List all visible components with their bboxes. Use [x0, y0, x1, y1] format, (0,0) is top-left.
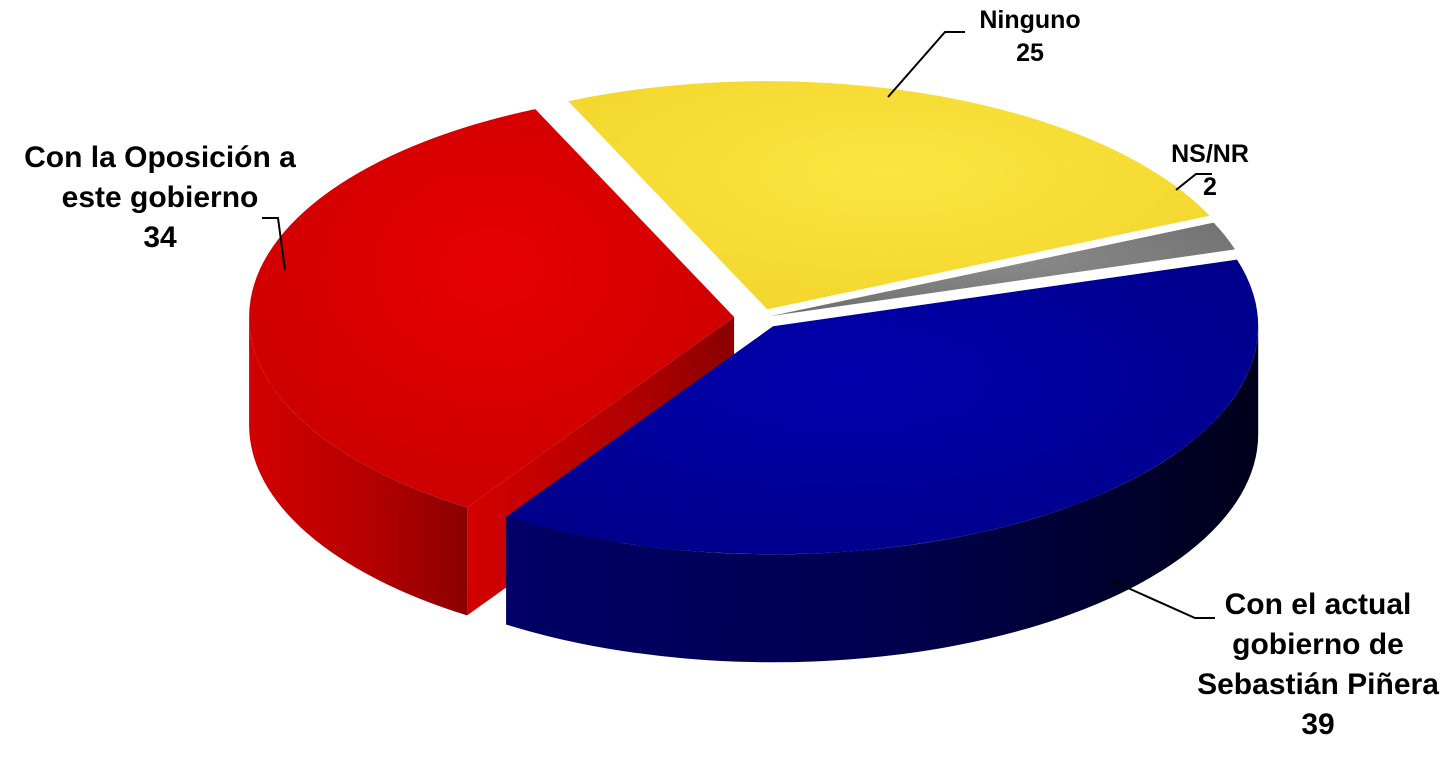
slice-label-oposicion-line-1: Con la Oposición a	[24, 141, 296, 174]
slice-value-ninguno: 25	[1016, 39, 1044, 67]
leader-ninguno	[887, 31, 965, 98]
slice-value-gobierno: 39	[1301, 708, 1335, 741]
slice-label-gobierno-line-3: Sebastián Piñera	[1197, 668, 1439, 701]
data-label-gobierno: Con el actual gobierno de Sebastián Piñe…	[1180, 585, 1456, 745]
leader-gobierno	[1109, 579, 1215, 619]
slice-label-gobierno-line-2: gobierno de	[1232, 628, 1404, 661]
data-label-nsnr: NS/NR 2	[1150, 138, 1270, 204]
data-label-oposicion: Con la Oposición a este gobierno 34	[0, 138, 320, 258]
slice-label-gobierno-line-1: Con el actual	[1224, 588, 1412, 621]
leader-nsnr	[1175, 173, 1212, 191]
slice-side-oposicion	[249, 317, 468, 616]
data-label-ninguno: Ninguno 25	[960, 4, 1100, 70]
slice-side-gobierno	[506, 326, 1259, 663]
slice-value-nsnr: 2	[1203, 173, 1217, 201]
leader-oposicion	[262, 217, 286, 271]
slice-label-oposicion-line-2: este gobierno	[61, 181, 259, 214]
slice-ninguno	[568, 81, 1210, 310]
slice-value-oposicion: 34	[143, 221, 177, 254]
slice-oposicion	[249, 109, 735, 508]
slice-nsnr	[771, 222, 1235, 316]
slice-label-ninguno: Ninguno	[979, 6, 1081, 34]
slice-gobierno	[506, 259, 1259, 555]
slice-label-nsnr: NS/NR	[1171, 140, 1249, 168]
